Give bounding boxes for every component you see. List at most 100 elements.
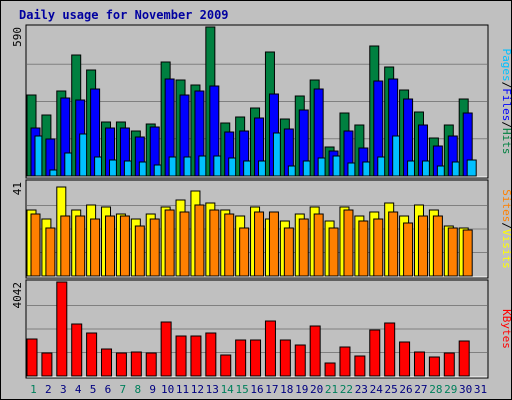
x-tick-label-day-4: 4 xyxy=(75,383,82,396)
bar-sites-day-13 xyxy=(209,209,220,277)
legend-kbytes: KBytes xyxy=(500,309,512,349)
legend-item-sites: Sites xyxy=(500,189,512,222)
x-axis: 1 2 3 4 5 6 7 8 9 10 11 12 13 14 15 16 17 18 19 20 21 22 23 24 2… xyxy=(30,383,487,396)
y-max-label: 590 xyxy=(11,27,24,47)
bar-kbytes-day-19 xyxy=(294,344,306,377)
x-tick-label-day-31: 31 xyxy=(474,383,487,396)
x-tick-label-day-12: 12 xyxy=(191,383,204,396)
bar-sites-day-4 xyxy=(75,215,86,277)
bar-sites-day-10 xyxy=(164,209,175,277)
bar-sites-day-7 xyxy=(119,215,130,277)
x-tick-label-day-10: 10 xyxy=(161,383,174,396)
legend-item-kbytes: KBytes xyxy=(500,309,512,349)
bar-sites-day-23 xyxy=(358,220,369,277)
bar-sites-day-25 xyxy=(388,211,399,277)
x-tick-label-day-11: 11 xyxy=(176,383,189,396)
bar-sites-day-29 xyxy=(447,227,458,277)
x-tick-label-day-15: 15 xyxy=(235,383,248,396)
x-tick-label-day-5: 5 xyxy=(90,383,97,396)
bar-kbytes-day-28 xyxy=(428,356,440,377)
x-tick-label-day-8: 8 xyxy=(134,383,141,396)
bar-sites-day-17 xyxy=(268,211,279,277)
bar-sites-day-27 xyxy=(417,215,428,277)
x-tick-label-day-3: 3 xyxy=(60,383,67,396)
bar-kbytes-day-8 xyxy=(130,351,142,377)
bar-sites-day-11 xyxy=(179,211,190,277)
legend-item-files: Files xyxy=(500,88,512,121)
bar-sites-day-30 xyxy=(462,229,473,277)
bar-kbytes-day-10 xyxy=(160,321,172,377)
legend-item-hits: Hits xyxy=(500,128,512,155)
legend-item-pages: Pages xyxy=(500,49,512,82)
bar-kbytes-day-9 xyxy=(145,352,157,377)
bar-sites-day-26 xyxy=(403,222,414,277)
bar-kbytes-day-5 xyxy=(86,332,98,377)
bar-kbytes-day-29 xyxy=(443,352,455,377)
bar-sites-day-14 xyxy=(224,213,235,277)
bar-sites-day-20 xyxy=(313,213,324,277)
legend-hits-files-pages: Pages/Files/Hits xyxy=(500,49,512,155)
bar-kbytes-day-6 xyxy=(101,348,113,377)
bar-sites-day-28 xyxy=(432,215,443,277)
x-tick-label-day-14: 14 xyxy=(221,383,235,396)
bar-sites-day-8 xyxy=(134,225,145,277)
bar-kbytes-day-1 xyxy=(26,338,38,377)
x-tick-label-day-20: 20 xyxy=(310,383,323,396)
legend-separator: / xyxy=(500,222,512,229)
chart-title: Daily usage for November 2009 xyxy=(19,8,229,22)
bar-kbytes-day-21 xyxy=(324,362,336,377)
bar-kbytes-day-11 xyxy=(175,335,187,377)
bar-kbytes-day-24 xyxy=(369,329,381,377)
bar-sites-day-2 xyxy=(45,227,56,277)
x-tick-label-day-9: 9 xyxy=(149,383,156,396)
bar-kbytes-day-12 xyxy=(190,335,202,377)
bar-sites-day-18 xyxy=(283,227,294,277)
legend-visits-sites: Sites/Visits xyxy=(500,189,512,269)
x-tick-label-day-23: 23 xyxy=(355,383,368,396)
bar-kbytes-day-14 xyxy=(220,354,232,377)
bar-sites-day-1 xyxy=(30,213,41,277)
bar-kbytes-day-15 xyxy=(235,339,247,377)
bar-sites-day-16 xyxy=(254,211,265,277)
bar-sites-day-24 xyxy=(373,218,384,277)
bar-kbytes-day-13 xyxy=(205,332,217,377)
x-tick-label-day-22: 22 xyxy=(340,383,353,396)
bar-sites-day-22 xyxy=(343,209,354,277)
bar-sites-day-9 xyxy=(149,218,160,277)
bar-kbytes-day-4 xyxy=(71,323,83,377)
x-tick-label-day-7: 7 xyxy=(120,383,127,396)
x-tick-label-day-30: 30 xyxy=(459,383,472,396)
legend-separator: / xyxy=(500,121,512,128)
bar-kbytes-day-23 xyxy=(354,355,366,377)
x-tick-label-day-13: 13 xyxy=(206,383,219,396)
x-tick-label-day-25: 25 xyxy=(385,383,398,396)
bar-kbytes-day-26 xyxy=(399,341,411,377)
x-tick-label-day-1: 1 xyxy=(30,383,37,396)
x-tick-label-day-24: 24 xyxy=(370,383,384,396)
bar-kbytes-day-16 xyxy=(250,339,262,377)
x-tick-label-day-6: 6 xyxy=(105,383,112,396)
bar-sites-day-5 xyxy=(90,218,101,277)
x-tick-label-day-17: 17 xyxy=(265,383,278,396)
x-tick-label-day-16: 16 xyxy=(250,383,263,396)
y-max-label: 41 xyxy=(11,182,24,195)
bar-kbytes-day-17 xyxy=(264,320,276,377)
x-tick-label-day-26: 26 xyxy=(399,383,412,396)
bar-kbytes-day-2 xyxy=(41,352,53,377)
bar-pages-day-30 xyxy=(466,159,477,177)
panel-visits-sites: 41 Sites/Visits xyxy=(11,179,512,279)
panel-kbytes: 4042 KBytes xyxy=(11,279,512,379)
legend-separator: / xyxy=(500,82,512,89)
bar-kbytes-day-7 xyxy=(115,352,127,377)
panels-layer: 590Pages/Files/Hits41Sites/Visits4042KBy… xyxy=(11,24,512,379)
bar-kbytes-day-22 xyxy=(339,346,351,377)
bar-kbytes-day-20 xyxy=(309,325,321,377)
bar-kbytes-day-25 xyxy=(384,322,396,377)
x-tick-label-day-21: 21 xyxy=(325,383,338,396)
x-tick-label-day-28: 28 xyxy=(429,383,442,396)
bar-sites-day-3 xyxy=(60,215,71,277)
bar-sites-day-19 xyxy=(298,218,309,277)
bar-kbytes-day-18 xyxy=(279,339,291,377)
